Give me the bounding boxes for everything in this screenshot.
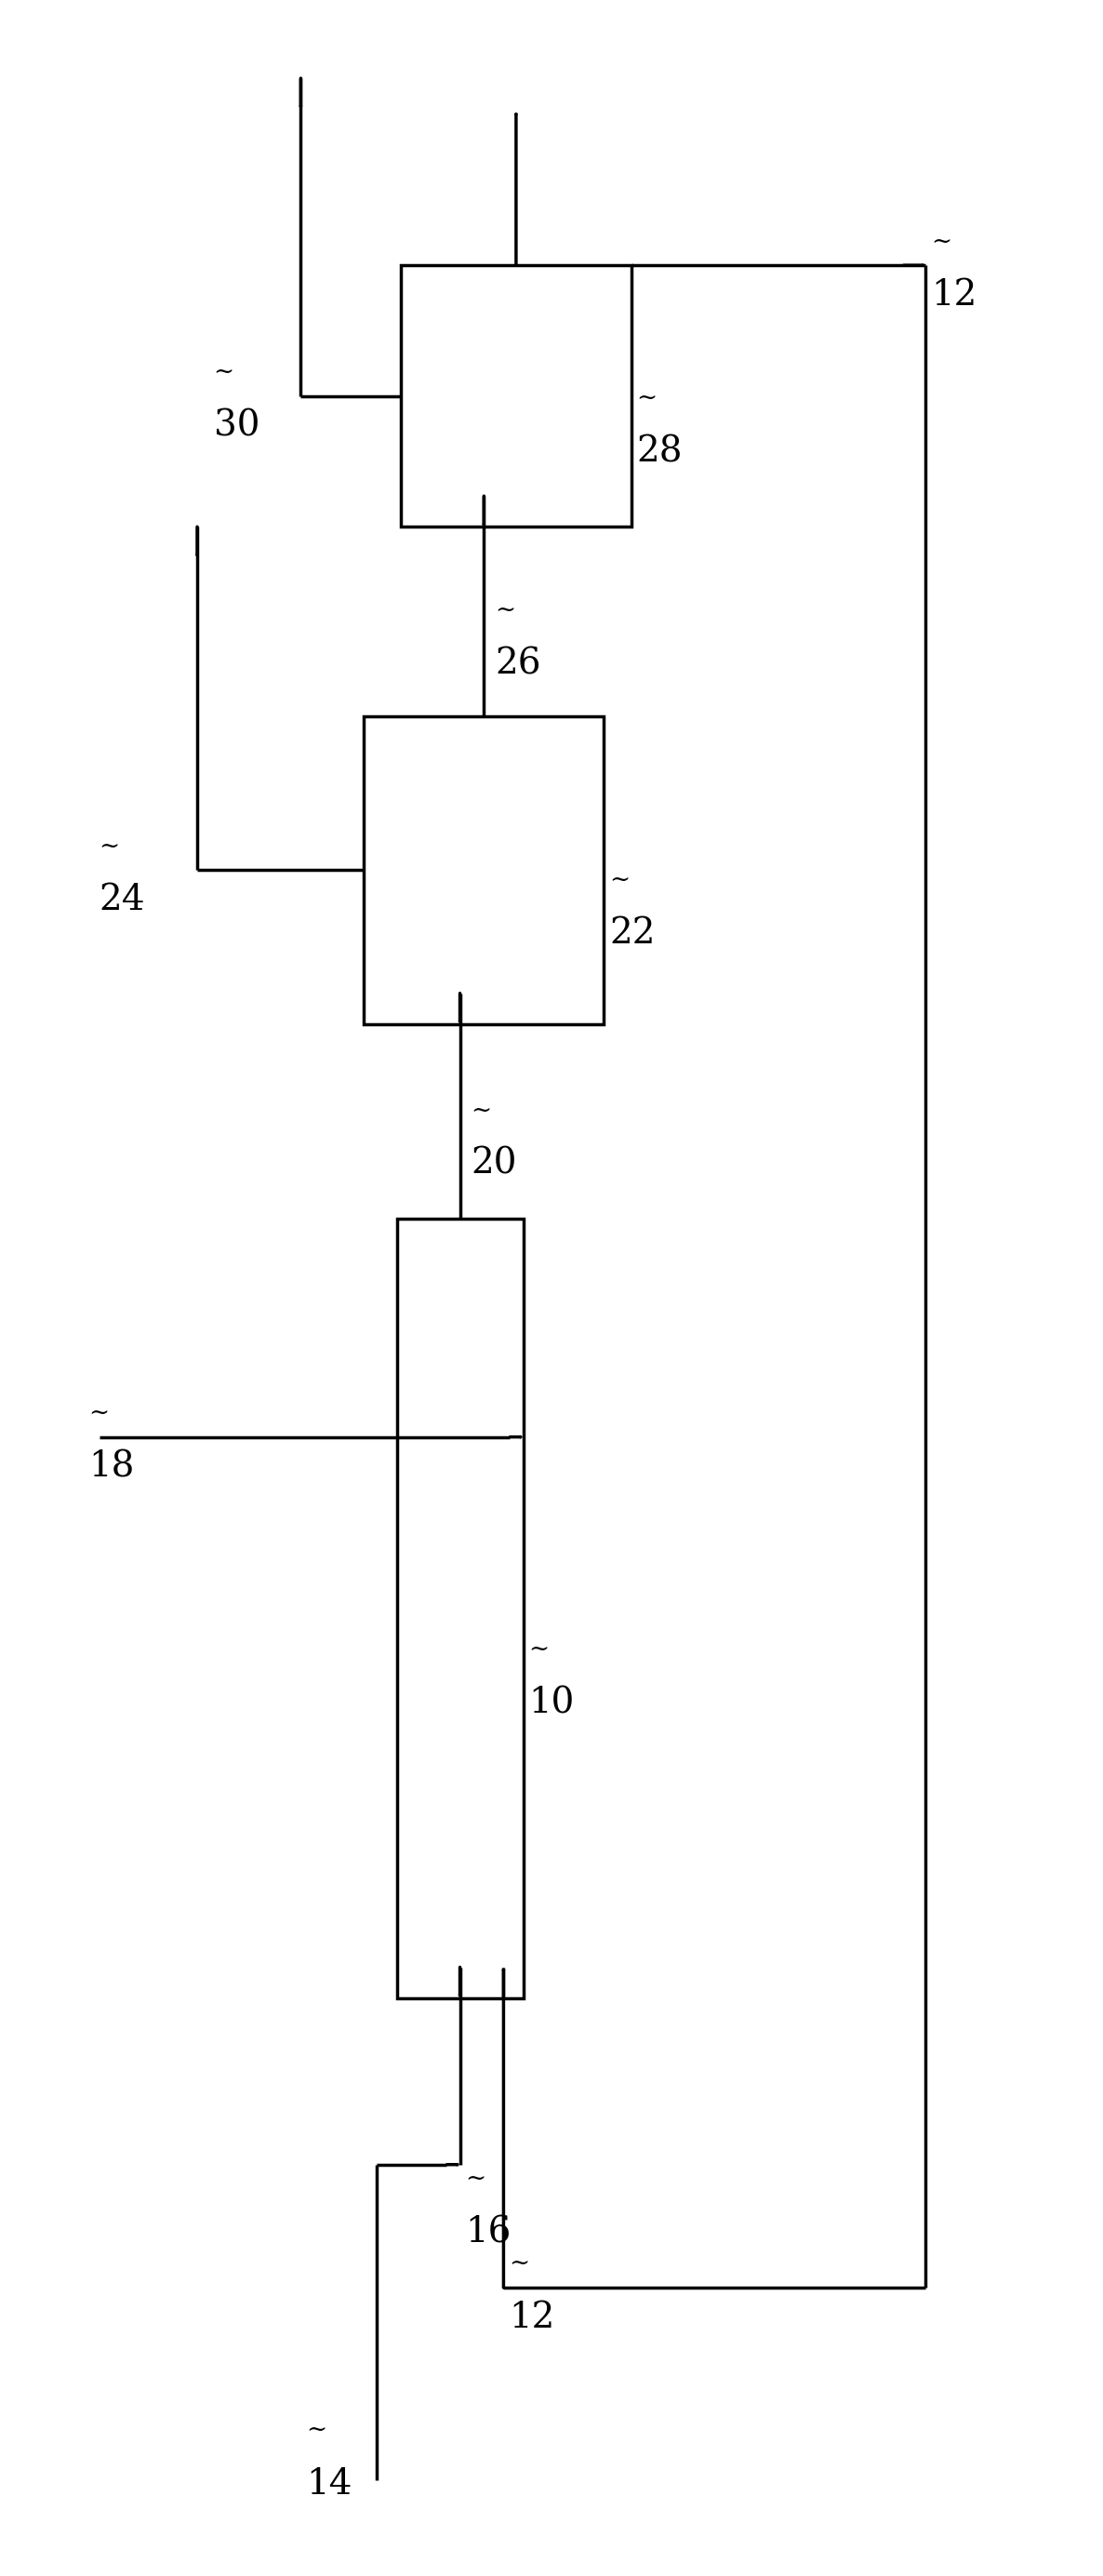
Text: 10: 10 (528, 1687, 575, 1721)
Text: ∼: ∼ (471, 1097, 492, 1121)
Text: ∼: ∼ (495, 598, 515, 621)
Text: ∼: ∼ (465, 2166, 486, 2190)
Bar (401, 265, 631, 526)
Text: ∼: ∼ (528, 1638, 549, 1662)
Text: ∼: ∼ (931, 229, 952, 252)
Text: 24: 24 (99, 884, 146, 917)
Text: ∼: ∼ (636, 386, 657, 410)
Text: 22: 22 (609, 917, 655, 951)
Text: ∼: ∼ (214, 361, 234, 384)
Text: 12: 12 (931, 278, 977, 312)
Text: 12: 12 (508, 2300, 555, 2334)
Bar (364, 716, 603, 1025)
Text: 16: 16 (465, 2215, 512, 2251)
Text: ∼: ∼ (508, 2251, 529, 2275)
Text: 26: 26 (495, 647, 540, 683)
Text: 18: 18 (88, 1450, 135, 1484)
Text: ∼: ∼ (609, 868, 630, 891)
Text: 30: 30 (214, 410, 259, 443)
Bar (397, 1218, 523, 1999)
Text: 20: 20 (471, 1146, 517, 1182)
Text: 28: 28 (636, 435, 683, 469)
Text: ∼: ∼ (307, 2419, 326, 2442)
Text: 14: 14 (307, 2468, 352, 2501)
Text: ∼: ∼ (99, 835, 120, 858)
Text: ∼: ∼ (88, 1401, 109, 1425)
